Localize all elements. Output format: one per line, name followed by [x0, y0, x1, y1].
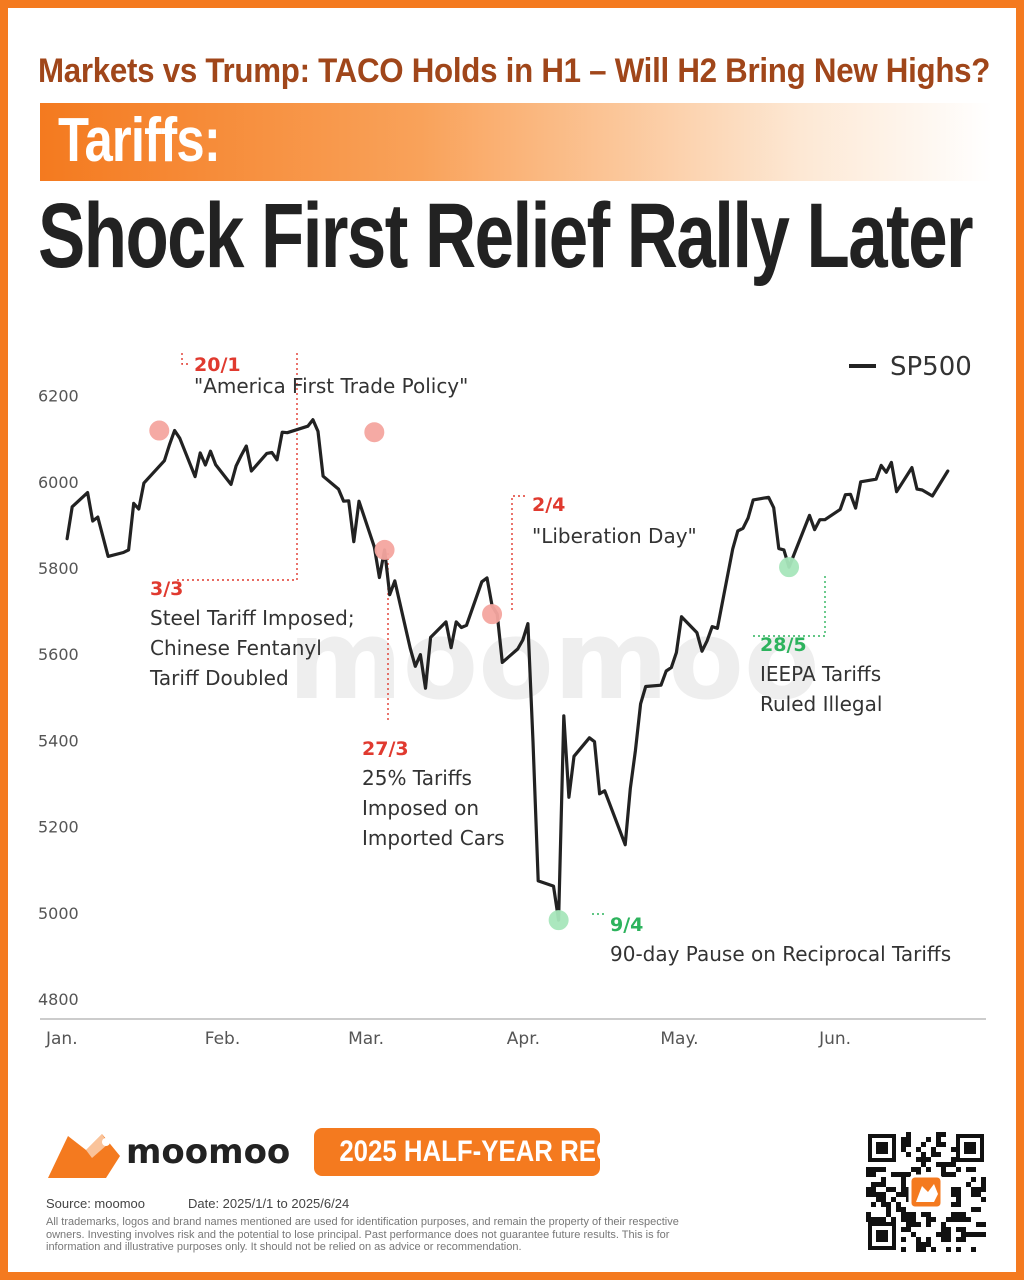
annotation-leader-line [511, 495, 528, 610]
annotation-text: Ruled Illegal [760, 692, 882, 716]
y-tick-label: 5000 [38, 904, 79, 923]
y-tick-label: 4800 [38, 990, 79, 1009]
main-title: Shock First Relief Rally Later [38, 185, 974, 287]
annotation-date: 20/1 [194, 354, 241, 376]
annotation-text: IEEPA Tariffs [760, 662, 881, 686]
event-marker [548, 910, 569, 931]
source-line: Source: moomoo [46, 1196, 145, 1211]
y-tick-label: 5200 [38, 818, 79, 837]
annotation-text: "Liberation Day" [532, 524, 697, 548]
y-tick-label: 5600 [38, 645, 79, 664]
x-tick-label: May. [660, 1029, 698, 1049]
y-tick-label: 5400 [38, 731, 79, 750]
annotation-text: Steel Tariff Imposed; [150, 606, 355, 630]
qr-code-icon[interactable] [866, 1132, 986, 1252]
x-tick-label: Jun. [818, 1029, 851, 1049]
event-marker [149, 420, 170, 441]
event-marker [374, 539, 395, 560]
annotation-text: 90-day Pause on Reciprocal Tariffs [610, 942, 951, 966]
chart-legend: SP500 [849, 352, 972, 382]
annotation-text: "America First Trade Policy" [194, 374, 468, 398]
annotation-date: 27/3 [362, 738, 409, 760]
annotation-date: 28/5 [760, 634, 807, 656]
y-tick-label: 6000 [38, 473, 79, 492]
event-marker [364, 422, 385, 443]
annotation-date: 2/4 [532, 494, 565, 516]
sp500-line-chart: moomoo 62006000580056005400520050004800 … [38, 352, 986, 1049]
annotation-labels: 20/1"America First Trade Policy" 3/3 Steel… [149, 354, 951, 966]
y-tick-label: 5800 [38, 559, 79, 578]
event-marker [482, 604, 503, 625]
recap-badge-label: 2025 HALF-YEAR RECAP [339, 1135, 600, 1168]
annotation-text: Imported Cars [362, 826, 505, 850]
event-marker [779, 557, 800, 578]
legend-label-sp500: SP500 [890, 352, 972, 382]
headline: Markets vs Trump: TACO Holds in H1 – Wil… [38, 52, 991, 90]
annotation-text: Tariff Doubled [149, 666, 289, 690]
x-tick-label: Feb. [205, 1029, 241, 1049]
recap-badge: 2025 HALF-YEAR RECAP [314, 1128, 600, 1176]
date-range-line: Date: 2025/1/1 to 2025/6/24 [188, 1196, 350, 1211]
x-tick-label: Apr. [507, 1029, 540, 1049]
x-tick-label: Jan. [45, 1029, 78, 1049]
y-tick-label: 6200 [38, 387, 79, 406]
x-tick-label: Mar. [348, 1029, 384, 1049]
event-markers [149, 420, 800, 931]
moomoo-bull-logo-icon [48, 1134, 120, 1178]
x-axis-ticks: Jan. Feb. Mar. Apr. May. Jun. [45, 1029, 851, 1049]
annotation-date: 9/4 [610, 914, 643, 936]
annotation-text: 25% Tariffs [362, 766, 472, 790]
section-label: Tariffs: [58, 106, 221, 175]
section-banner: Tariffs: [40, 103, 992, 181]
brand-name: moomoo [126, 1132, 291, 1172]
annotation-text: Imposed on [362, 796, 479, 820]
annotation-leader-line [750, 576, 826, 637]
annotation-leader-line [181, 353, 190, 365]
moomoo-watermark: moomoo [288, 596, 820, 724]
annotation-text: Chinese Fentanyl [150, 636, 322, 660]
y-axis-ticks: 6200 6000 5800 5600 5400 5200 5000 4800 [38, 387, 79, 1009]
annotation-date: 3/3 [150, 578, 183, 600]
disclaimer: All trademarks, logos and brand names me… [46, 1216, 679, 1253]
